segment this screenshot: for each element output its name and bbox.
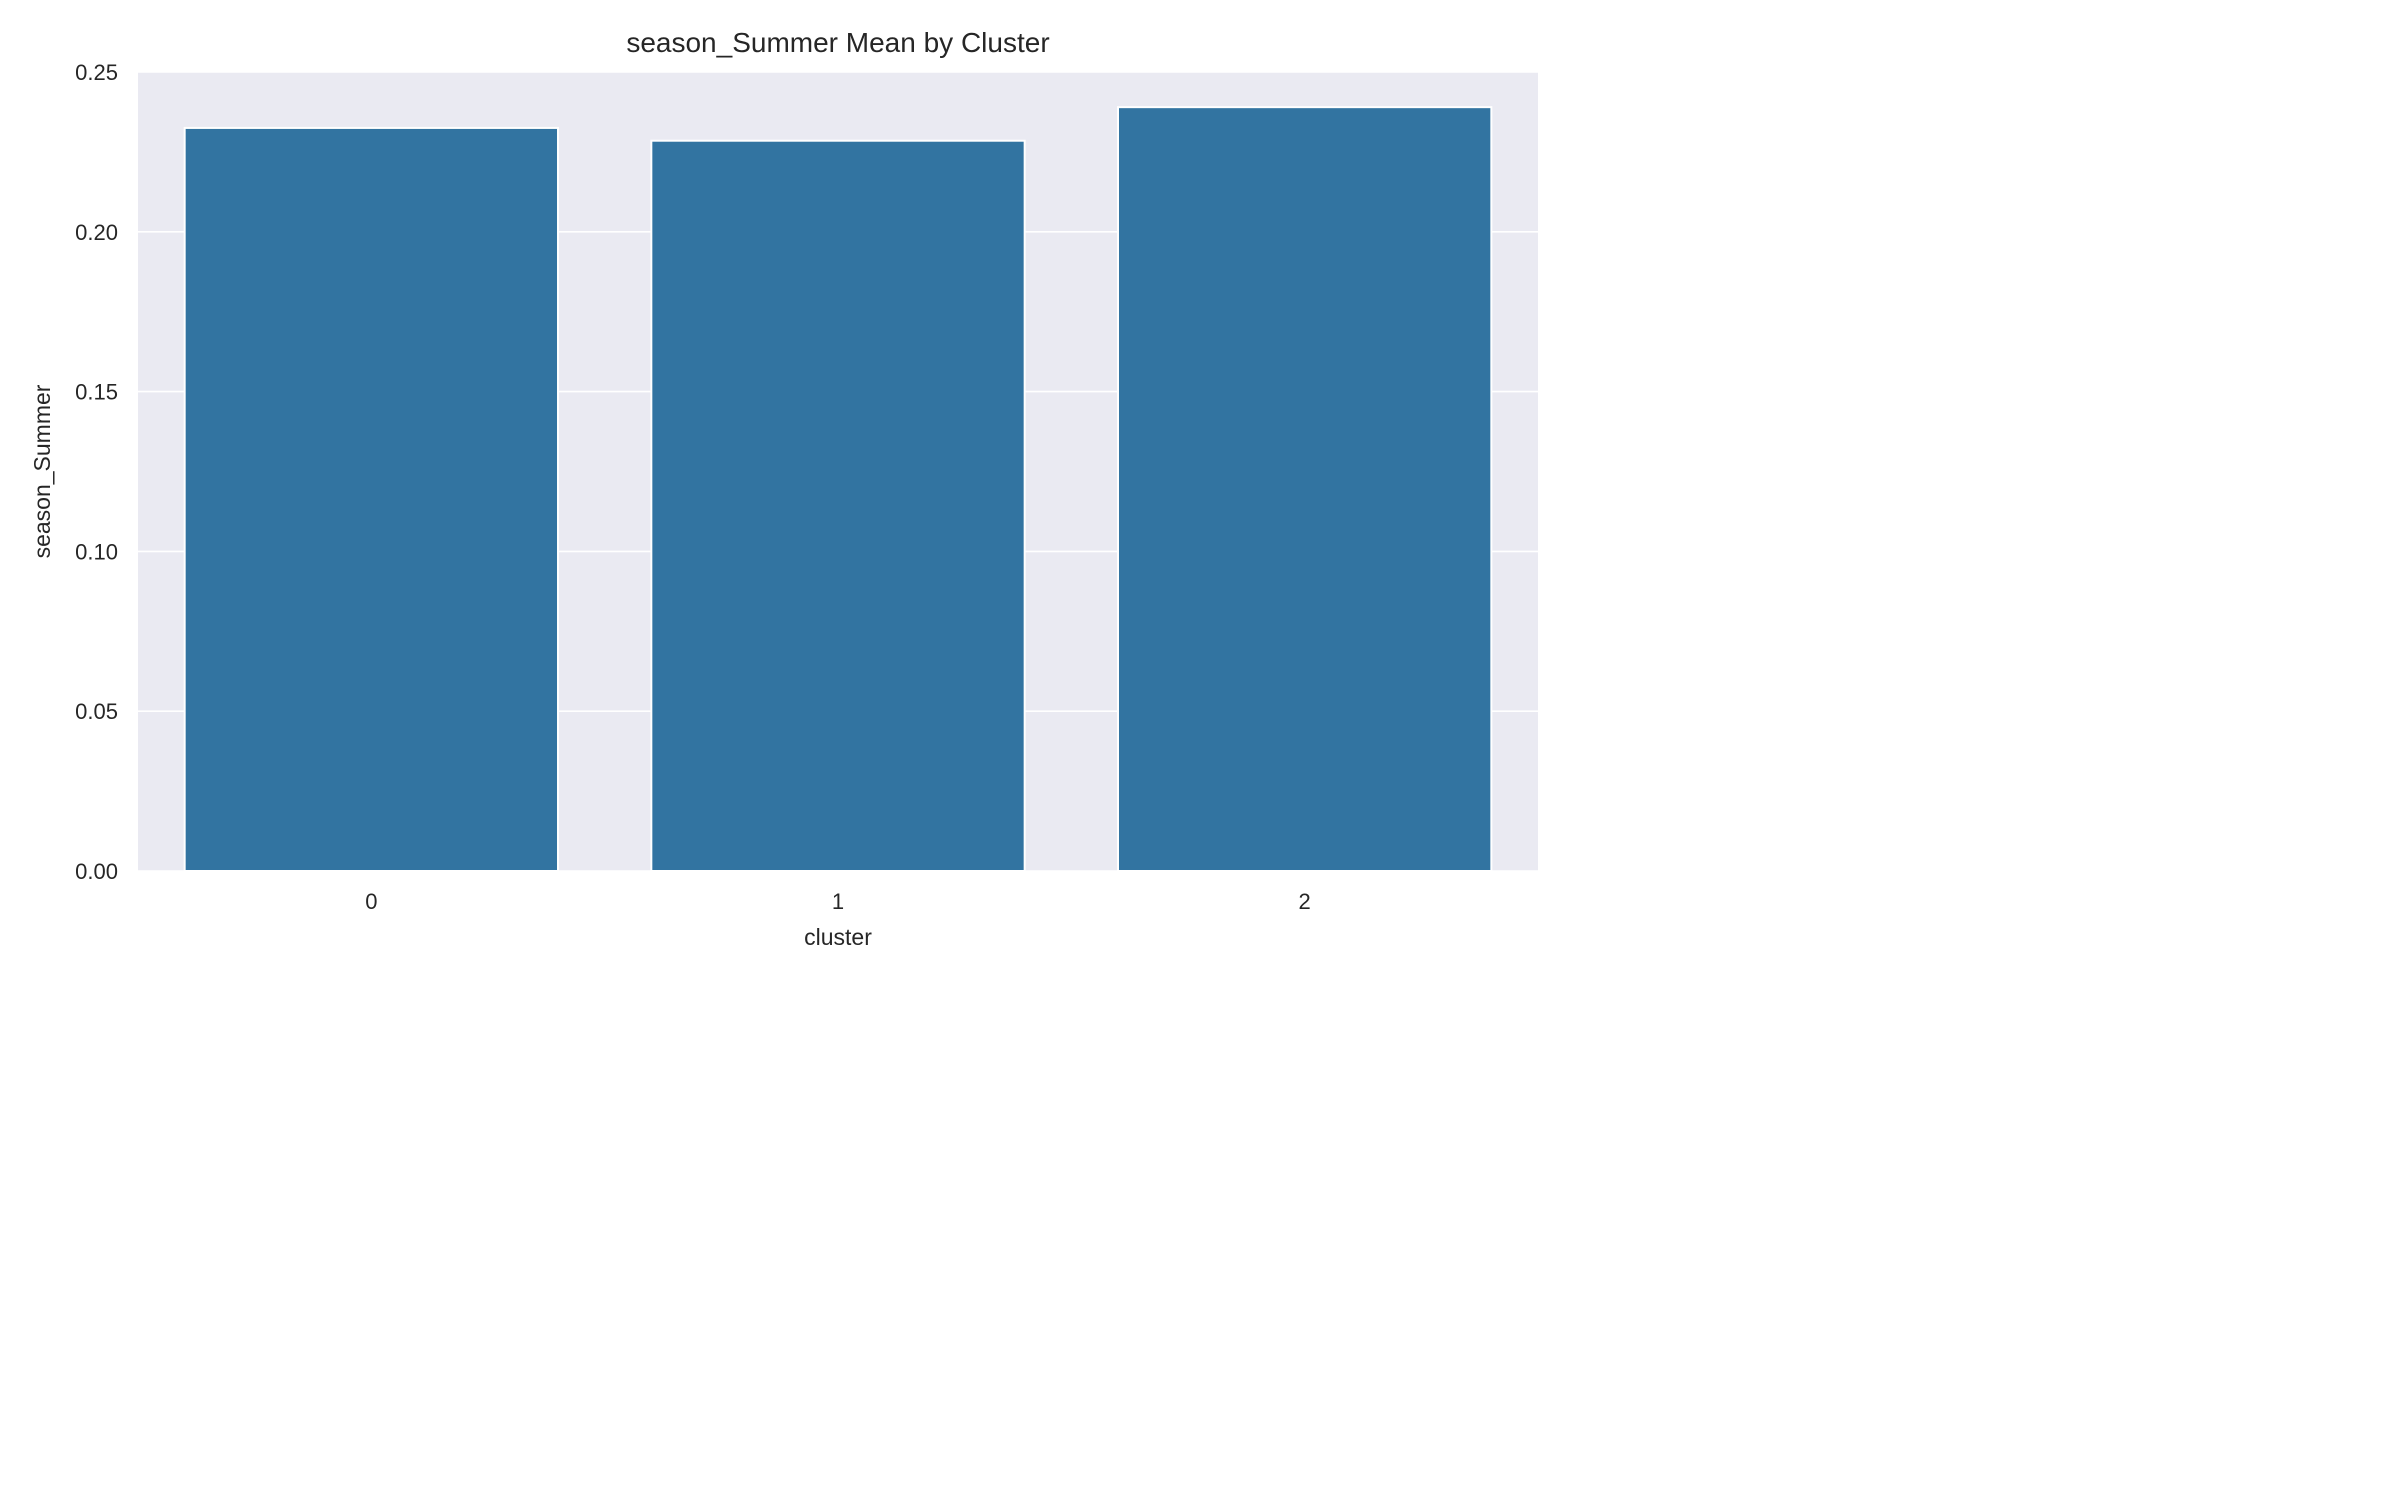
x-tick-label: 0	[365, 889, 377, 914]
y-tick-label: 0.25	[75, 60, 118, 85]
x-axis-label: cluster	[804, 924, 872, 950]
chart-container: 0.00 0.05 0.10 0.15 0.20 0.25 0 1 2 season_Summ…	[0, 0, 1568, 980]
x-tick-labels: 0 1 2	[365, 889, 1311, 914]
bars	[183, 106, 1493, 873]
y-tick-label: 0.10	[75, 539, 118, 564]
chart-title: season_Summer Mean by Cluster	[626, 27, 1049, 58]
x-tick-label: 1	[832, 889, 844, 914]
bar-cluster-1	[650, 139, 1026, 873]
y-tick-label: 0.15	[75, 380, 118, 405]
y-tick-label: 0.00	[75, 859, 118, 884]
x-tick-label: 2	[1299, 889, 1311, 914]
y-tick-labels: 0.00 0.05 0.10 0.15 0.20 0.25	[75, 60, 118, 884]
bar-cluster-2	[1117, 106, 1493, 872]
y-tick-label: 0.20	[75, 220, 118, 245]
bar-cluster-0	[183, 126, 560, 873]
bar-chart: 0.00 0.05 0.10 0.15 0.20 0.25 0 1 2 season_Summ…	[29, 27, 1538, 950]
y-axis-label: season_Summer	[29, 384, 55, 558]
y-tick-label: 0.05	[75, 699, 118, 724]
